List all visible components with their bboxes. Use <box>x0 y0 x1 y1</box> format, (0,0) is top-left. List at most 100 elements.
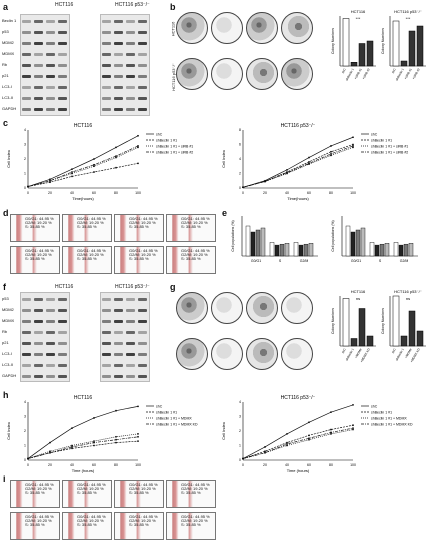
gate-text: G0/G1: 44.95 % G2/M: 19.20 % S: 35.85 % <box>129 248 158 261</box>
a-cell-line-left: HCT116 <box>55 2 74 8</box>
blot-band <box>102 75 111 78</box>
data-point <box>93 441 95 444</box>
data-point <box>27 185 29 188</box>
bar <box>369 242 375 257</box>
bar <box>400 335 408 347</box>
x-axis-label: Time(hours) <box>72 196 94 201</box>
blot-band <box>34 375 43 378</box>
blot-band <box>114 75 123 78</box>
blot-band <box>34 64 43 67</box>
protein-label: p53 <box>2 296 9 301</box>
chart-title: HCT116 p53⁻/⁻ <box>394 9 422 14</box>
data-point <box>330 145 332 147</box>
colony-dish <box>211 12 243 44</box>
flow-histogram: G0/G1: 44.95 % G2/M: 19.20 % S: 35.85 % <box>114 214 164 242</box>
bar <box>342 298 350 347</box>
x-tick-label: +MDMX KD <box>409 347 421 364</box>
flow-histogram: G0/G1: 44.95 % G2/M: 19.20 % S: 35.85 % <box>166 480 216 508</box>
x-axis-label: Time (hours) <box>287 468 310 473</box>
protein-label: LC3-II <box>2 362 13 367</box>
blot-band <box>22 342 31 345</box>
x-tick-label: 0 <box>242 463 244 467</box>
data-point <box>71 427 73 429</box>
blot-band <box>126 53 135 56</box>
chart-title: HCT116 <box>74 395 92 401</box>
blot-band <box>34 298 43 301</box>
series-line <box>242 144 354 188</box>
blot-band <box>22 53 31 56</box>
data-point <box>330 150 332 153</box>
y-axis-label: Colony Numbers <box>331 308 335 334</box>
flow-histogram: G0/G1: 44.95 % G2/M: 19.20 % S: 35.85 % <box>114 246 164 274</box>
x-tick-label: 100 <box>135 463 141 467</box>
x-tick-label: shBeclin 1 <box>394 347 405 361</box>
flow-histogram: G0/G1: 44.95 % G2/M: 19.20 % S: 35.85 % <box>166 246 216 274</box>
series-line <box>27 440 139 459</box>
flow-histogram: G0/G1: 44.95 % G2/M: 19.20 % S: 35.85 % <box>10 214 60 242</box>
legend-entry: shBeclin 1 #1 + MDMX <box>156 417 192 421</box>
protein-label: LC3-I <box>2 351 12 356</box>
flow-histogram: G0/G1: 44.95 % G2/M: 19.20 % S: 35.85 % <box>114 512 164 540</box>
bar <box>358 308 366 347</box>
data-point <box>115 156 117 159</box>
data-point <box>93 444 95 447</box>
data-point <box>352 404 354 406</box>
y-tick-label: 1 <box>24 172 26 176</box>
blot-band <box>102 331 111 334</box>
bar <box>355 229 361 257</box>
protein-label: LC3-I <box>2 84 12 89</box>
blot-band <box>46 331 55 334</box>
x-tick-label: +siRB #1 <box>403 67 413 80</box>
colony-dish <box>176 292 208 324</box>
y-axis-label: Colony Numbers <box>331 28 335 54</box>
legend-entry: shBeclin 1 #1 <box>371 139 392 143</box>
colony-dish <box>176 12 208 44</box>
y-tick-label: 4 <box>24 400 26 404</box>
gate-text: G0/G1: 44.95 % G2/M: 19.20 % S: 35.85 % <box>25 482 54 495</box>
bar <box>274 244 280 257</box>
blot-band <box>102 86 111 89</box>
blot-band <box>126 42 135 45</box>
data-point <box>308 156 310 159</box>
data-point <box>137 440 139 443</box>
blot-band <box>114 64 123 67</box>
blot-band <box>34 20 43 23</box>
blot-band <box>126 64 135 67</box>
chart-title: HCT116 p53⁻/⁻ <box>394 289 422 294</box>
legend-entry: shC <box>371 405 378 409</box>
x-tick-label: shC <box>391 67 398 74</box>
chart-title: HCT116 <box>351 9 366 14</box>
series-line <box>242 429 354 459</box>
blot-band <box>126 320 135 323</box>
x-tick-label: 80 <box>329 463 333 467</box>
flow-histogram: G0/G1: 44.95 % G2/M: 19.20 % S: 35.85 % <box>10 480 60 508</box>
blot-band <box>102 353 111 356</box>
gate-text: G0/G1: 44.95 % G2/M: 19.20 % S: 35.85 % <box>181 248 210 261</box>
panel-h-letter: h <box>3 390 9 400</box>
bar <box>298 244 304 257</box>
y-tick-label: 4 <box>24 128 26 132</box>
x-tick-label: G2/M <box>300 259 309 263</box>
x-tick-label: +siRB #1 <box>353 67 363 80</box>
histogram-fill <box>11 481 59 507</box>
protein-label: LC3-II <box>2 95 13 100</box>
blot-f-right <box>100 292 150 382</box>
blot-band <box>102 364 111 367</box>
y-tick-label: 3 <box>239 415 241 419</box>
blot-band <box>58 53 67 56</box>
data-point <box>115 409 117 412</box>
gate-text: G0/G1: 44.95 % G2/M: 19.20 % S: 35.85 % <box>25 248 54 261</box>
y-tick-label: 0 <box>24 458 26 462</box>
blot-band <box>138 309 147 312</box>
f-cell-line-right: HCT116 p53⁻/⁻ <box>115 284 150 290</box>
data-point <box>93 158 95 160</box>
gate-text: G0/G1: 44.95 % G2/M: 19.20 % S: 35.85 % <box>25 216 54 229</box>
bar <box>293 242 299 257</box>
colony-dish <box>281 58 313 90</box>
blot-band <box>138 353 147 356</box>
blot-band <box>126 364 135 367</box>
flow-histogram: G0/G1: 44.95 % G2/M: 19.20 % S: 35.85 % <box>62 512 112 540</box>
significance-mark: ns <box>356 296 360 301</box>
blot-band <box>138 86 147 89</box>
